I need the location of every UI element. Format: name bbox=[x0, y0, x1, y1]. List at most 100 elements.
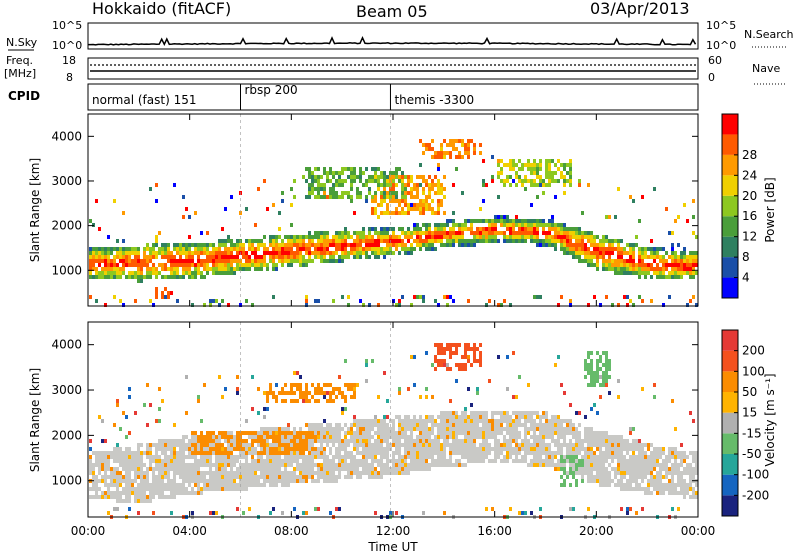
data-cell bbox=[641, 507, 644, 511]
data-cell bbox=[563, 223, 566, 227]
data-cell bbox=[659, 247, 662, 251]
data-cell bbox=[287, 455, 290, 459]
data-cell bbox=[230, 463, 233, 467]
data-cell bbox=[218, 479, 221, 483]
data-cell bbox=[602, 255, 605, 259]
data-cell bbox=[98, 451, 101, 455]
data-cell bbox=[671, 475, 674, 479]
data-cell bbox=[125, 263, 128, 267]
data-cell bbox=[422, 427, 425, 431]
data-cell bbox=[182, 243, 185, 247]
data-cell bbox=[158, 407, 161, 411]
data-cell bbox=[344, 467, 347, 471]
data-cell bbox=[374, 255, 377, 259]
data-cell bbox=[695, 467, 698, 471]
data-cell bbox=[395, 467, 398, 471]
data-cell bbox=[494, 443, 497, 447]
data-cell bbox=[596, 251, 599, 255]
data-cell bbox=[113, 267, 116, 271]
data-cell bbox=[287, 235, 290, 239]
data-cell bbox=[182, 455, 185, 459]
data-cell bbox=[446, 443, 449, 447]
data-cell bbox=[389, 243, 392, 247]
data-cell bbox=[467, 355, 470, 359]
data-cell bbox=[101, 439, 104, 443]
data-cell bbox=[494, 459, 497, 463]
data-cell bbox=[131, 263, 134, 267]
data-cell bbox=[407, 443, 410, 447]
data-cell bbox=[260, 483, 263, 487]
data-cell bbox=[524, 223, 527, 227]
data-cell bbox=[386, 471, 389, 475]
data-cell bbox=[395, 211, 398, 215]
data-cell bbox=[290, 439, 293, 443]
data-cell bbox=[533, 443, 536, 447]
data-cell bbox=[482, 199, 485, 203]
data-cell bbox=[116, 499, 119, 503]
data-cell bbox=[632, 443, 635, 447]
data-cell bbox=[380, 423, 383, 427]
data-cell bbox=[419, 427, 422, 431]
data-cell bbox=[569, 179, 572, 183]
data-cell bbox=[305, 459, 308, 463]
data-cell bbox=[410, 463, 413, 467]
data-cell bbox=[203, 303, 206, 307]
data-cell bbox=[575, 255, 578, 259]
data-cell bbox=[611, 459, 614, 463]
data-cell bbox=[218, 435, 221, 439]
data-cell bbox=[299, 427, 302, 431]
data-cell bbox=[185, 263, 188, 267]
data-cell bbox=[317, 447, 320, 451]
data-cell bbox=[278, 471, 281, 475]
data-cell bbox=[674, 487, 677, 491]
data-cell bbox=[167, 463, 170, 467]
data-cell bbox=[494, 411, 497, 415]
data-cell bbox=[227, 255, 230, 259]
data-cell bbox=[602, 451, 605, 455]
data-cell bbox=[527, 443, 530, 447]
data-cell bbox=[569, 227, 572, 231]
data-cell bbox=[116, 507, 119, 511]
data-cell bbox=[392, 227, 395, 231]
data-cell bbox=[104, 251, 107, 255]
data-cell bbox=[416, 203, 419, 207]
data-cell bbox=[245, 443, 248, 447]
data-cell bbox=[680, 483, 683, 487]
data-cell bbox=[215, 443, 218, 447]
data-cell bbox=[140, 479, 143, 483]
data-cell bbox=[686, 463, 689, 467]
data-cell bbox=[461, 447, 464, 451]
data-cell bbox=[344, 227, 347, 231]
data-cell bbox=[350, 395, 353, 399]
data-cell bbox=[332, 175, 335, 179]
data-cell bbox=[272, 263, 275, 267]
data-cell bbox=[215, 447, 218, 451]
data-cell bbox=[452, 431, 455, 435]
data-cell bbox=[545, 415, 548, 419]
data-cell bbox=[434, 231, 437, 235]
data-cell bbox=[617, 447, 620, 451]
data-cell bbox=[290, 243, 293, 247]
data-cell bbox=[410, 179, 413, 183]
data-cell bbox=[287, 435, 290, 439]
data-cell bbox=[221, 455, 224, 459]
data-cell bbox=[434, 435, 437, 439]
data-cell bbox=[365, 379, 368, 383]
data-cell bbox=[428, 447, 431, 451]
data-cell bbox=[209, 459, 212, 463]
data-cell bbox=[317, 435, 320, 439]
data-cell bbox=[527, 431, 530, 435]
data-cell bbox=[605, 267, 608, 271]
data-cell bbox=[413, 419, 416, 423]
data-cell bbox=[437, 151, 440, 155]
data-cell bbox=[254, 259, 257, 263]
data-cell bbox=[608, 471, 611, 475]
data-cell bbox=[353, 239, 356, 243]
data-cell bbox=[236, 263, 239, 267]
data-cell bbox=[404, 463, 407, 467]
data-cell bbox=[416, 183, 419, 187]
data-cell bbox=[626, 267, 629, 271]
data-cell bbox=[209, 475, 212, 479]
data-cell bbox=[293, 251, 296, 255]
data-cell bbox=[644, 463, 647, 467]
